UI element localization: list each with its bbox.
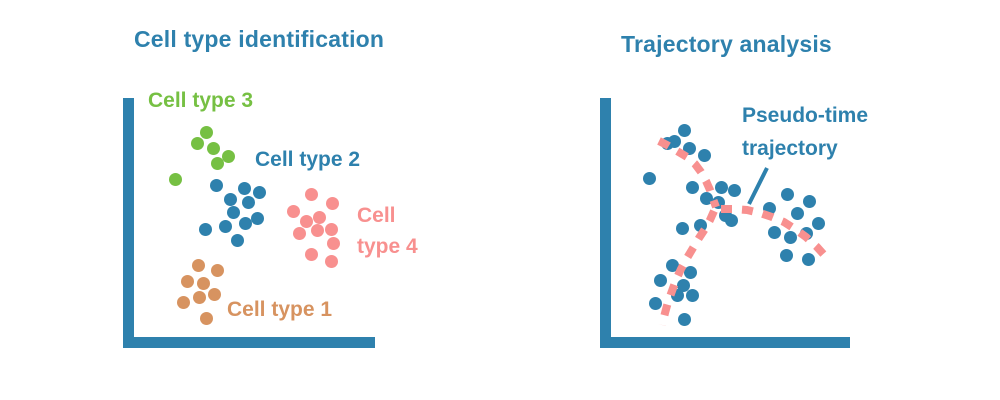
- cell-type-2-dot: [237, 181, 251, 195]
- cell-type-4-dot: [299, 214, 313, 228]
- cell-type-3-dot: [199, 125, 213, 139]
- cells-dot: [677, 123, 691, 137]
- cell-type-4-dot: [286, 204, 300, 218]
- cell-type-3-dot: [210, 156, 224, 170]
- cells-dot: [693, 218, 707, 232]
- right-panel-title: Trajectory analysis: [621, 31, 832, 57]
- annotation-line1: Pseudo-time: [742, 104, 869, 127]
- cell-type-1-dot: [207, 287, 221, 301]
- left-panel-title: Cell type identification: [134, 26, 385, 52]
- cell-type-4-dot: [324, 222, 338, 236]
- cells-dot: [799, 226, 813, 240]
- cell-type-1-dot: [192, 290, 206, 304]
- cells-dot: [685, 180, 699, 194]
- cell-type-4-dot: [312, 210, 326, 224]
- cell-type-4-label: Cell type 4: [357, 200, 418, 262]
- cell-type-2-dot: [226, 205, 240, 219]
- cell-type-3-dot: [206, 141, 220, 155]
- cell-type-2-dot: [209, 178, 223, 192]
- cell-type-2-dot: [241, 195, 255, 209]
- cells-dot: [677, 312, 691, 326]
- cells-dot: [642, 171, 656, 185]
- cell-type-2-dot: [218, 219, 232, 233]
- cell-type-3-label: Cell type 3: [148, 89, 254, 112]
- pseudo-time-trajectory-annotation: Pseudo-time trajectory: [742, 99, 868, 165]
- cell-type-1-dot: [199, 311, 213, 325]
- cell-type-4-dot: [310, 223, 324, 237]
- cell-type-identification-y-axis: [123, 98, 134, 348]
- annotation-pointer-line: [747, 167, 769, 205]
- cell-type-4-dot: [325, 196, 339, 210]
- cells-dot: [724, 213, 738, 227]
- annotation-line2: trajectory: [742, 137, 838, 160]
- cells-dot: [811, 216, 825, 230]
- cell-type-1-dot: [176, 295, 190, 309]
- cells-dot: [802, 194, 816, 208]
- cells-dot: [714, 180, 728, 194]
- cells-dot: [697, 148, 711, 162]
- cells-dot: [727, 183, 741, 197]
- cells-dot: [670, 288, 684, 302]
- cells-dot: [685, 288, 699, 302]
- cells-dot: [653, 273, 667, 287]
- cells-dot: [667, 134, 681, 148]
- cells-dot: [665, 258, 679, 272]
- cells-dot: [683, 265, 697, 279]
- cell-type-1-dot: [191, 258, 205, 272]
- cells-dot: [790, 206, 804, 220]
- cell-type-3-dot: [190, 136, 204, 150]
- cells-dot: [648, 296, 662, 310]
- cells-dot: [780, 187, 794, 201]
- cell-type-4-label-line1: Cell: [357, 204, 396, 227]
- cell-type-4-dot: [324, 254, 338, 268]
- cell-type-2-dot: [252, 185, 266, 199]
- cell-type-1-label: Cell type 1: [227, 298, 333, 321]
- cell-type-4-dot: [304, 247, 318, 261]
- cell-type-3-dot: [221, 149, 235, 163]
- cell-type-2-dot: [198, 222, 212, 236]
- cells-dot: [699, 191, 713, 205]
- cell-type-2-label: Cell type 2: [255, 148, 361, 171]
- cells-dot: [783, 230, 797, 244]
- cells-dot: [801, 252, 815, 266]
- cells-dot: [675, 221, 689, 235]
- cell-type-1-dot: [196, 276, 210, 290]
- cell-type-2-dot: [223, 192, 237, 206]
- cell-type-4-dot: [292, 226, 306, 240]
- cells-dot: [767, 225, 781, 239]
- cell-type-identification-x-axis: [123, 337, 375, 348]
- cell-type-4-dot: [304, 187, 318, 201]
- trajectory-analysis-x-axis: [600, 337, 850, 348]
- cell-type-2-dot: [250, 211, 264, 225]
- cell-type-3-dot: [168, 172, 182, 186]
- cell-type-1-dot: [210, 263, 224, 277]
- cell-type-4-label-line2: type 4: [357, 235, 418, 258]
- cells-dot: [711, 195, 725, 209]
- cell-type-2-dot: [230, 233, 244, 247]
- cell-type-4-dot: [326, 236, 340, 250]
- cell-type-2-dot: [238, 216, 252, 230]
- cells-dot: [762, 201, 776, 215]
- trajectory-analysis-y-axis: [600, 98, 611, 348]
- cells-dot: [779, 248, 793, 262]
- cell-type-1-dot: [180, 274, 194, 288]
- cells-dot: [682, 141, 696, 155]
